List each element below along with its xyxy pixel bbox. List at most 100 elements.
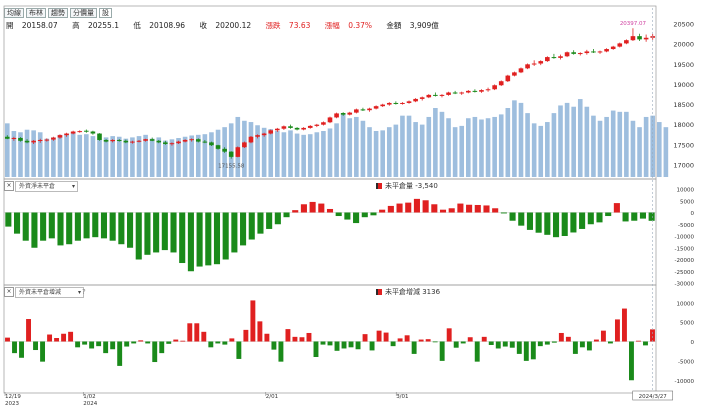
change-bar [418,339,424,342]
change-bar [348,341,354,348]
volume-bar [604,116,609,177]
oi-bar [439,209,447,213]
volume-bar [419,124,425,177]
tab-ma[interactable]: 均線 [4,8,24,18]
candle-body [367,108,372,111]
oi-bar [5,212,12,227]
candle-body [617,43,623,47]
candle-body [512,72,517,76]
candle-body [340,113,346,115]
candle-body [604,49,609,52]
change-bar [439,341,445,361]
change-bar [285,329,291,342]
volume-bar [591,115,596,177]
volume-bar [479,119,484,177]
change-bar [187,323,193,342]
change-bar [75,341,81,348]
candle-body [637,36,642,40]
candle-body [564,52,570,57]
panel2-legend: 未平倉量 -3,540 [376,181,438,191]
volume-bar [354,116,359,177]
high-label: 高 20255.1 [72,21,119,30]
oi-bar [648,212,655,221]
change-bar [110,341,116,350]
panel3-collapse-button[interactable]: × [4,287,14,297]
volume-bar [663,127,669,177]
current-date-box [632,390,674,401]
oi-bar [613,203,620,213]
oi-bar [561,212,568,236]
oi-bar [622,212,629,222]
oi-bar [109,212,116,241]
oi-bar [40,212,47,241]
change-bar [474,341,480,362]
candle-body [571,52,576,54]
price-tick-label: 17500 [673,141,694,149]
x-date-label: 1/02 [83,394,95,400]
high-annotation: 20397.07 [620,21,647,27]
change-bar [82,341,88,345]
change-bar [397,338,403,342]
candle-body [465,90,471,93]
volume-bar [650,115,656,177]
volume-bar [518,102,524,177]
volume-bar [163,140,168,177]
candle-body [301,127,306,130]
tab-trend[interactable]: 趨勢 [48,8,68,18]
volume-bar [24,129,30,177]
volume-bar [11,131,17,177]
candle-body [321,122,326,125]
change-bar [236,341,242,359]
oi-bar [353,212,360,224]
oi-bar [257,212,264,234]
volume-bar [452,127,458,177]
panel2-indicator-select[interactable]: 外資淨未平倉 [15,181,78,192]
panel3-legend: 未平倉增減 3136 [376,287,440,297]
candle-body [426,94,432,98]
candle-body [11,137,17,139]
volume-bar [4,123,10,177]
candle-body [130,141,135,143]
change-bar [629,341,634,381]
oi-tick-label: -10000 [675,235,695,241]
change-bar [558,332,564,342]
help-icon[interactable]: ? [82,288,86,296]
volume-bar [400,115,405,177]
candle-body [242,142,247,148]
change-bar [607,341,613,344]
change-bar [117,341,123,366]
low-label: 低 20108.96 [133,21,186,30]
volume-bar [130,137,135,177]
change-bar [390,341,396,347]
panel2-collapse-button[interactable]: × [4,181,14,191]
volume-bar [149,138,155,177]
change-bar [159,341,165,354]
volume-bar [340,114,346,177]
change-bar [124,341,130,347]
change-bar [33,341,39,351]
candle-body [360,109,366,111]
oi-bar [170,212,177,253]
change-bar [61,333,67,342]
volume-bar [143,134,148,177]
tab-bollinger[interactable]: 布林 [26,8,46,18]
volume-bar [103,137,109,177]
change-bar [327,341,333,346]
change-bar [565,336,571,342]
candle-body [77,131,83,133]
volume-bar [255,125,260,177]
change-bar [453,341,459,348]
tab-volume-profile[interactable]: 分價量 [70,8,97,18]
volume-bar [288,130,293,177]
change-bar [643,341,648,346]
volume-bar [202,134,208,177]
change-bar [376,330,382,342]
volume-bar [268,129,274,177]
x-year-label: 2024 [83,401,97,405]
panel3-indicator-select[interactable]: 外資未平倉增減 [15,287,84,298]
volume-bar [281,132,287,177]
tab-settings[interactable]: 設 [99,8,112,18]
volume-bar [472,116,478,177]
candle-body [472,90,478,92]
volume-bar [630,120,636,177]
